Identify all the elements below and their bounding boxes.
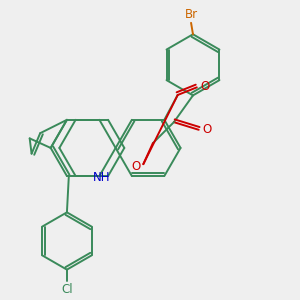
Text: Br: Br bbox=[184, 8, 198, 21]
Text: Cl: Cl bbox=[61, 283, 73, 296]
Text: O: O bbox=[201, 80, 210, 93]
Text: NH: NH bbox=[93, 172, 110, 184]
Text: O: O bbox=[131, 160, 140, 172]
Text: O: O bbox=[203, 123, 212, 136]
